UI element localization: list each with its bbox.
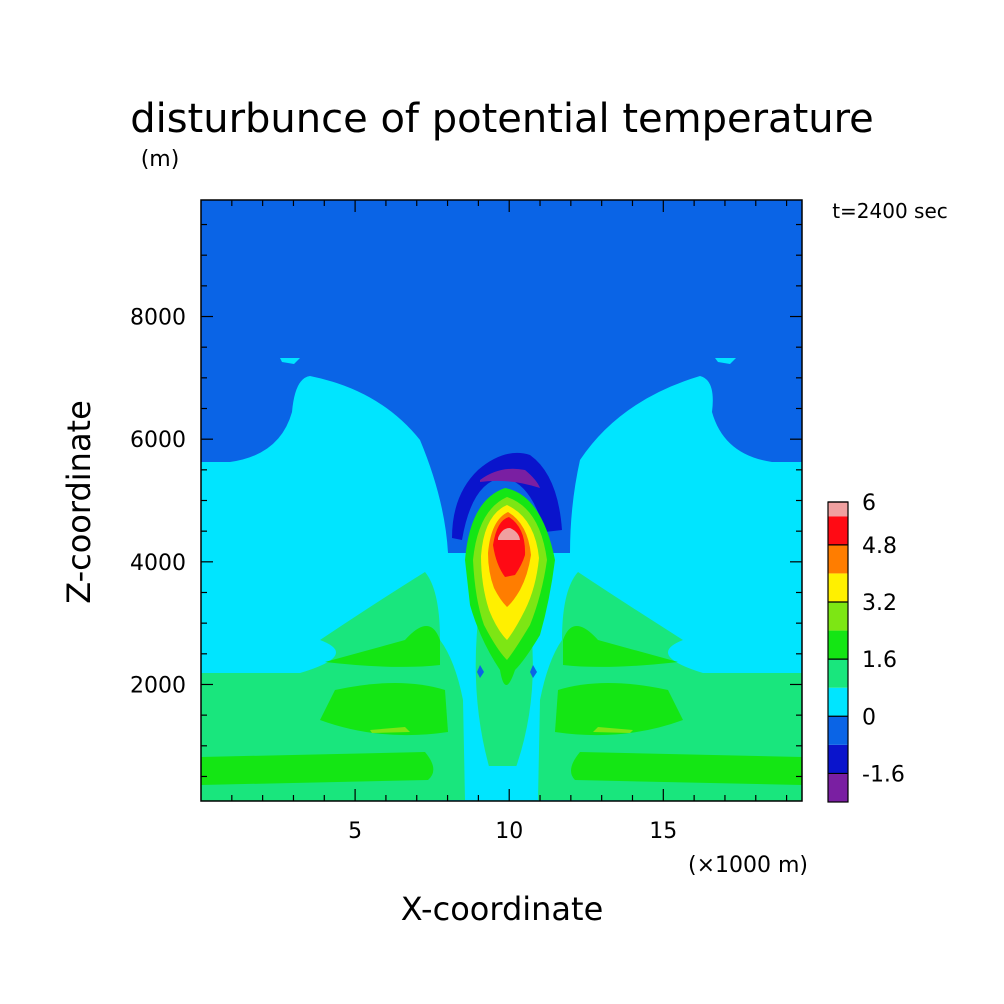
- colorbar-swatch: [828, 630, 848, 660]
- y-tick-label: 4000: [130, 551, 186, 576]
- contour-fleck-left-low: [370, 727, 410, 733]
- x-axis-label: X-coordinate: [401, 890, 604, 928]
- contour-lobe-right-mid: [563, 626, 678, 667]
- contour-cap-extreme: [480, 468, 540, 488]
- chart-subtitle: (m): [141, 147, 180, 172]
- colorbar-label: 4.8: [862, 534, 897, 559]
- contour-fleck-core-left: [477, 665, 484, 678]
- colorbar-swatch: [828, 502, 848, 517]
- colorbar-label: 6: [862, 491, 876, 516]
- x-tick-label: 10: [495, 819, 523, 844]
- contour-lobe-right-bottom: [571, 752, 802, 785]
- contour-fleck-core-right: [530, 665, 537, 678]
- colorbar-swatch: [828, 687, 848, 717]
- colorbar-swatch: [828, 744, 848, 774]
- colorbar-swatch: [828, 573, 848, 602]
- colorbar-swatch: [828, 716, 848, 745]
- y-tick-label: 6000: [130, 428, 186, 453]
- colorbar-label: 0: [862, 705, 876, 730]
- contour-fleck-right: [715, 358, 736, 364]
- contour-band-low-positive-right: [538, 572, 802, 801]
- colorbar-label: 3.2: [862, 591, 897, 616]
- plot-area: [201, 200, 802, 801]
- x-tick-label: 5: [348, 819, 362, 844]
- contour-lobe-left-bottom: [201, 752, 434, 785]
- time-annotation: t=2400 sec: [832, 199, 948, 223]
- contour-band-low-positive: [201, 572, 465, 801]
- colorbar-label: -1.6: [862, 762, 905, 787]
- x-tick-label: 15: [649, 819, 677, 844]
- chart-title: disturbunce of potential temperature: [130, 96, 874, 142]
- contour-lobe-left-mid: [325, 626, 440, 667]
- colorbar-swatch: [828, 516, 848, 545]
- contour-fleck-left: [280, 358, 300, 364]
- contour-core-max: [498, 528, 520, 540]
- colorbar-swatch: [828, 544, 848, 574]
- contour-fleck-right-low: [593, 727, 633, 733]
- y-axis: 2000 4000 6000 8000: [130, 223, 802, 778]
- contour-lobe-right-low: [555, 683, 683, 736]
- contour-lobe-left-low: [320, 683, 448, 736]
- colorbar-label: 1.6: [862, 648, 897, 673]
- contour-core-5: [493, 517, 526, 577]
- colorbar-swatch: [828, 773, 848, 802]
- colorbar: 6 4.8 3.2 1.6 0 -1.6: [827, 491, 905, 803]
- colorbar-swatch: [828, 659, 848, 688]
- colorbar-swatch: [828, 602, 848, 631]
- x-axis: 5 10 15: [231, 200, 788, 844]
- y-tick-label: 2000: [130, 673, 186, 698]
- x-axis-unit: (×1000 m): [688, 853, 808, 878]
- contour-cavity-bottom: [487, 766, 523, 801]
- y-tick-label: 8000: [130, 306, 186, 331]
- y-axis-label: Z-coordinate: [60, 400, 98, 604]
- contour-cap-negative: [452, 452, 562, 540]
